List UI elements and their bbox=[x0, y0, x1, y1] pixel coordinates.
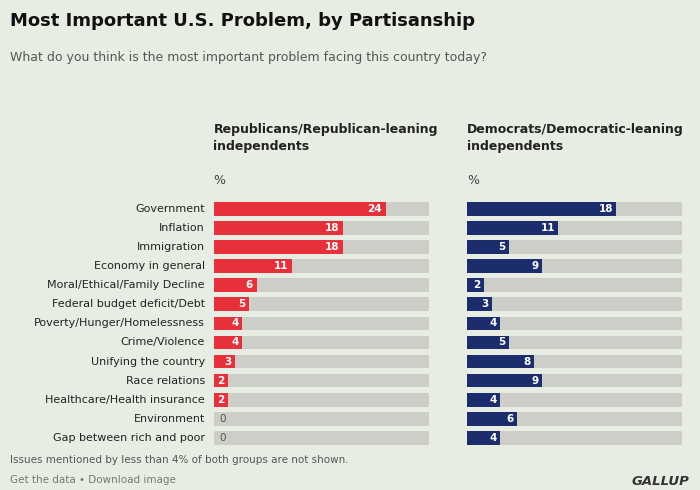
Bar bbox=[468, 297, 492, 311]
Text: %: % bbox=[468, 174, 480, 187]
Text: 11: 11 bbox=[540, 223, 555, 233]
Bar bbox=[468, 374, 682, 388]
Text: Most Important U.S. Problem, by Partisanship: Most Important U.S. Problem, by Partisan… bbox=[10, 12, 475, 30]
Text: Get the data • Download image: Get the data • Download image bbox=[10, 475, 176, 485]
Bar bbox=[468, 240, 509, 254]
Bar bbox=[468, 355, 533, 368]
Text: Gap between rich and poor: Gap between rich and poor bbox=[53, 433, 205, 443]
Bar bbox=[214, 278, 428, 292]
Text: Economy in general: Economy in general bbox=[94, 261, 205, 271]
Bar bbox=[468, 336, 509, 349]
Bar bbox=[214, 259, 293, 273]
Text: 5: 5 bbox=[239, 299, 246, 309]
Text: 4: 4 bbox=[231, 338, 239, 347]
Bar bbox=[214, 278, 256, 292]
Bar bbox=[214, 297, 249, 311]
Bar bbox=[214, 317, 428, 330]
Bar bbox=[468, 393, 682, 407]
Text: Issues mentioned by less than 4% of both groups are not shown.: Issues mentioned by less than 4% of both… bbox=[10, 455, 349, 465]
Bar bbox=[214, 355, 235, 368]
Bar bbox=[468, 240, 682, 254]
Text: 3: 3 bbox=[482, 299, 489, 309]
Bar bbox=[468, 259, 542, 273]
Text: Immigration: Immigration bbox=[136, 242, 205, 252]
Text: 11: 11 bbox=[274, 261, 289, 271]
Text: 9: 9 bbox=[531, 261, 538, 271]
Text: 2: 2 bbox=[473, 280, 481, 290]
Bar bbox=[468, 431, 500, 445]
Text: Federal budget deficit/Debt: Federal budget deficit/Debt bbox=[52, 299, 205, 309]
Text: Environment: Environment bbox=[134, 414, 205, 424]
Bar bbox=[214, 317, 242, 330]
Text: 8: 8 bbox=[523, 357, 530, 367]
Bar bbox=[468, 412, 517, 426]
Text: 5: 5 bbox=[498, 338, 505, 347]
Bar bbox=[214, 355, 428, 368]
Text: Moral/Ethical/Family Decline: Moral/Ethical/Family Decline bbox=[48, 280, 205, 290]
Text: Poverty/Hunger/Homelessness: Poverty/Hunger/Homelessness bbox=[34, 318, 205, 328]
Bar bbox=[468, 317, 500, 330]
Text: 18: 18 bbox=[325, 242, 339, 252]
Text: 2: 2 bbox=[217, 395, 224, 405]
Bar bbox=[214, 202, 386, 216]
Text: 24: 24 bbox=[368, 204, 382, 214]
Bar bbox=[468, 259, 682, 273]
Bar bbox=[214, 336, 428, 349]
Text: Race relations: Race relations bbox=[125, 376, 205, 386]
Bar bbox=[468, 221, 559, 235]
Bar bbox=[214, 412, 428, 426]
Text: 0: 0 bbox=[219, 414, 225, 424]
Bar bbox=[214, 297, 428, 311]
Bar bbox=[214, 336, 242, 349]
Text: 3: 3 bbox=[224, 357, 232, 367]
Text: 2: 2 bbox=[217, 376, 224, 386]
Bar bbox=[468, 297, 682, 311]
Bar bbox=[468, 374, 542, 388]
Text: Republicans/Republican-leaning
independents: Republicans/Republican-leaning independe… bbox=[214, 123, 438, 153]
Bar bbox=[468, 393, 500, 407]
Text: 9: 9 bbox=[531, 376, 538, 386]
Bar bbox=[214, 374, 228, 388]
Text: 0: 0 bbox=[219, 433, 225, 443]
Bar bbox=[468, 317, 682, 330]
Bar bbox=[468, 202, 682, 216]
Bar bbox=[214, 240, 342, 254]
Bar bbox=[468, 202, 616, 216]
Bar bbox=[468, 412, 682, 426]
Bar bbox=[214, 221, 342, 235]
Bar bbox=[468, 355, 682, 368]
Bar bbox=[214, 374, 428, 388]
Bar bbox=[468, 278, 682, 292]
Bar bbox=[214, 431, 428, 445]
Text: Inflation: Inflation bbox=[159, 223, 205, 233]
Bar bbox=[214, 393, 428, 407]
Text: Government: Government bbox=[135, 204, 205, 214]
Bar bbox=[468, 431, 682, 445]
Text: Healthcare/Health insurance: Healthcare/Health insurance bbox=[45, 395, 205, 405]
Text: 18: 18 bbox=[598, 204, 613, 214]
Bar bbox=[214, 221, 428, 235]
Bar bbox=[214, 240, 428, 254]
Text: 5: 5 bbox=[498, 242, 505, 252]
Text: 6: 6 bbox=[246, 280, 253, 290]
Text: What do you think is the most important problem facing this country today?: What do you think is the most important … bbox=[10, 51, 487, 65]
Bar bbox=[468, 221, 682, 235]
Text: Unifying the country: Unifying the country bbox=[90, 357, 205, 367]
Bar bbox=[214, 202, 428, 216]
Text: 4: 4 bbox=[490, 395, 497, 405]
Bar bbox=[214, 393, 228, 407]
Text: 6: 6 bbox=[506, 414, 514, 424]
Text: 4: 4 bbox=[231, 318, 239, 328]
Text: 18: 18 bbox=[325, 223, 339, 233]
Text: %: % bbox=[214, 174, 225, 187]
Bar bbox=[468, 278, 484, 292]
Text: 4: 4 bbox=[490, 318, 497, 328]
Text: GALLUP: GALLUP bbox=[631, 475, 690, 489]
Bar bbox=[214, 259, 428, 273]
Bar bbox=[468, 336, 682, 349]
Text: Crime/Violence: Crime/Violence bbox=[120, 338, 205, 347]
Text: Democrats/Democratic-leaning
independents: Democrats/Democratic-leaning independent… bbox=[468, 123, 684, 153]
Text: 4: 4 bbox=[490, 433, 497, 443]
